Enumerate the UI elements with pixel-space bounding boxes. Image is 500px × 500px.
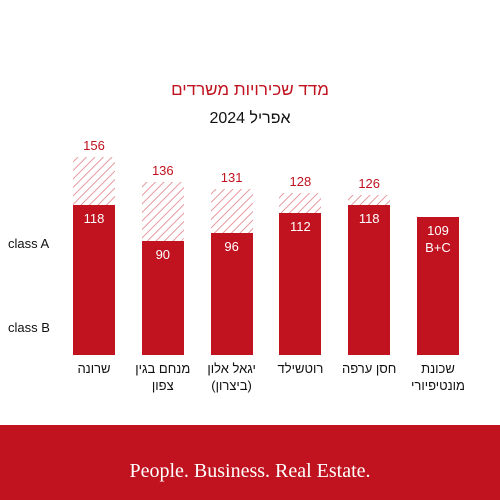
value-label: 156: [83, 138, 105, 153]
value-label: 90: [155, 246, 171, 262]
legend-label: class B: [8, 320, 50, 335]
bar-class-b: [73, 205, 115, 355]
category-label: יגאל אלון (ביצרון): [207, 361, 256, 393]
category-label: שכונת מונטיפיורי: [411, 361, 465, 393]
footer-band: [0, 425, 500, 500]
value-label: 118: [83, 211, 105, 227]
value-label: 118: [358, 211, 380, 227]
legend-label: class A: [8, 236, 50, 251]
chart-title: מדד שכירויות משרדים: [171, 80, 329, 99]
bar-class-b: [210, 233, 253, 355]
value-label: 126: [358, 176, 381, 192]
bar-class-b: [279, 212, 322, 355]
bar-class-b: [348, 205, 391, 355]
value-label: 96: [224, 239, 239, 255]
category-label: חסן ערפה: [342, 361, 397, 376]
value-label: 112: [290, 218, 311, 234]
value-label: 128: [289, 173, 312, 189]
bar-class-b: [141, 240, 184, 355]
category-label: רוטשילד: [277, 361, 324, 376]
value-label: 131: [220, 169, 243, 185]
category-label: מנחם בגין צפון: [135, 361, 191, 393]
bar-class-b: [417, 216, 459, 355]
category-label: שרונה: [77, 361, 111, 376]
footer-text: People. Business. Real Estate.: [129, 460, 371, 482]
value-label: 109 B+C: [425, 222, 451, 255]
value-label: 136: [151, 163, 174, 179]
chart-subtitle: אפריל 2024: [209, 110, 291, 127]
